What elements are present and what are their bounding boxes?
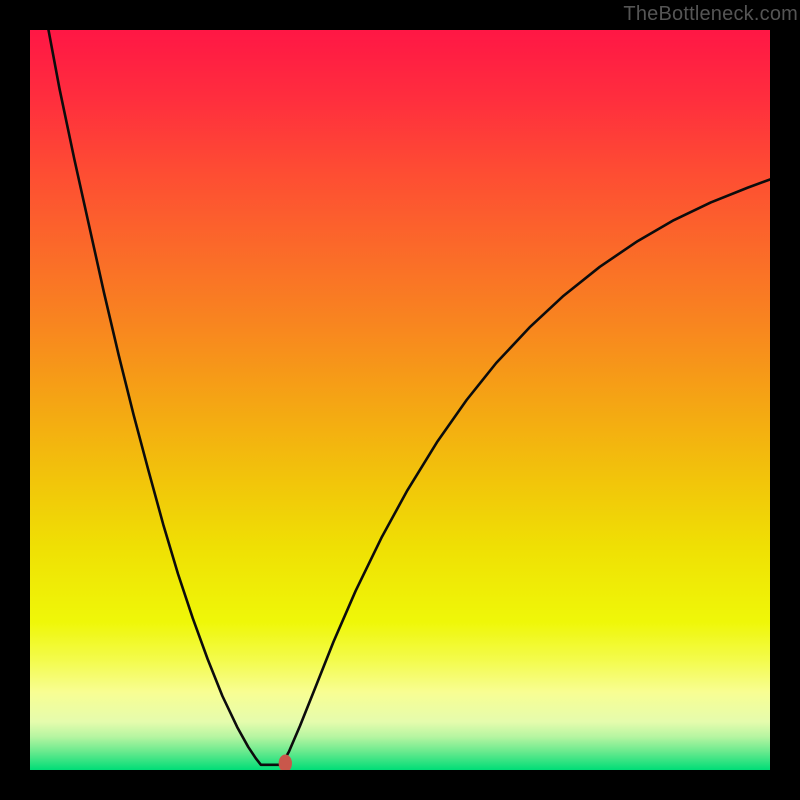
plot-svg [30, 30, 770, 770]
chart-container: TheBottleneck.com [0, 0, 800, 800]
gradient-background [30, 30, 770, 770]
plot-area [30, 30, 770, 770]
watermark-text: TheBottleneck.com [623, 0, 800, 28]
